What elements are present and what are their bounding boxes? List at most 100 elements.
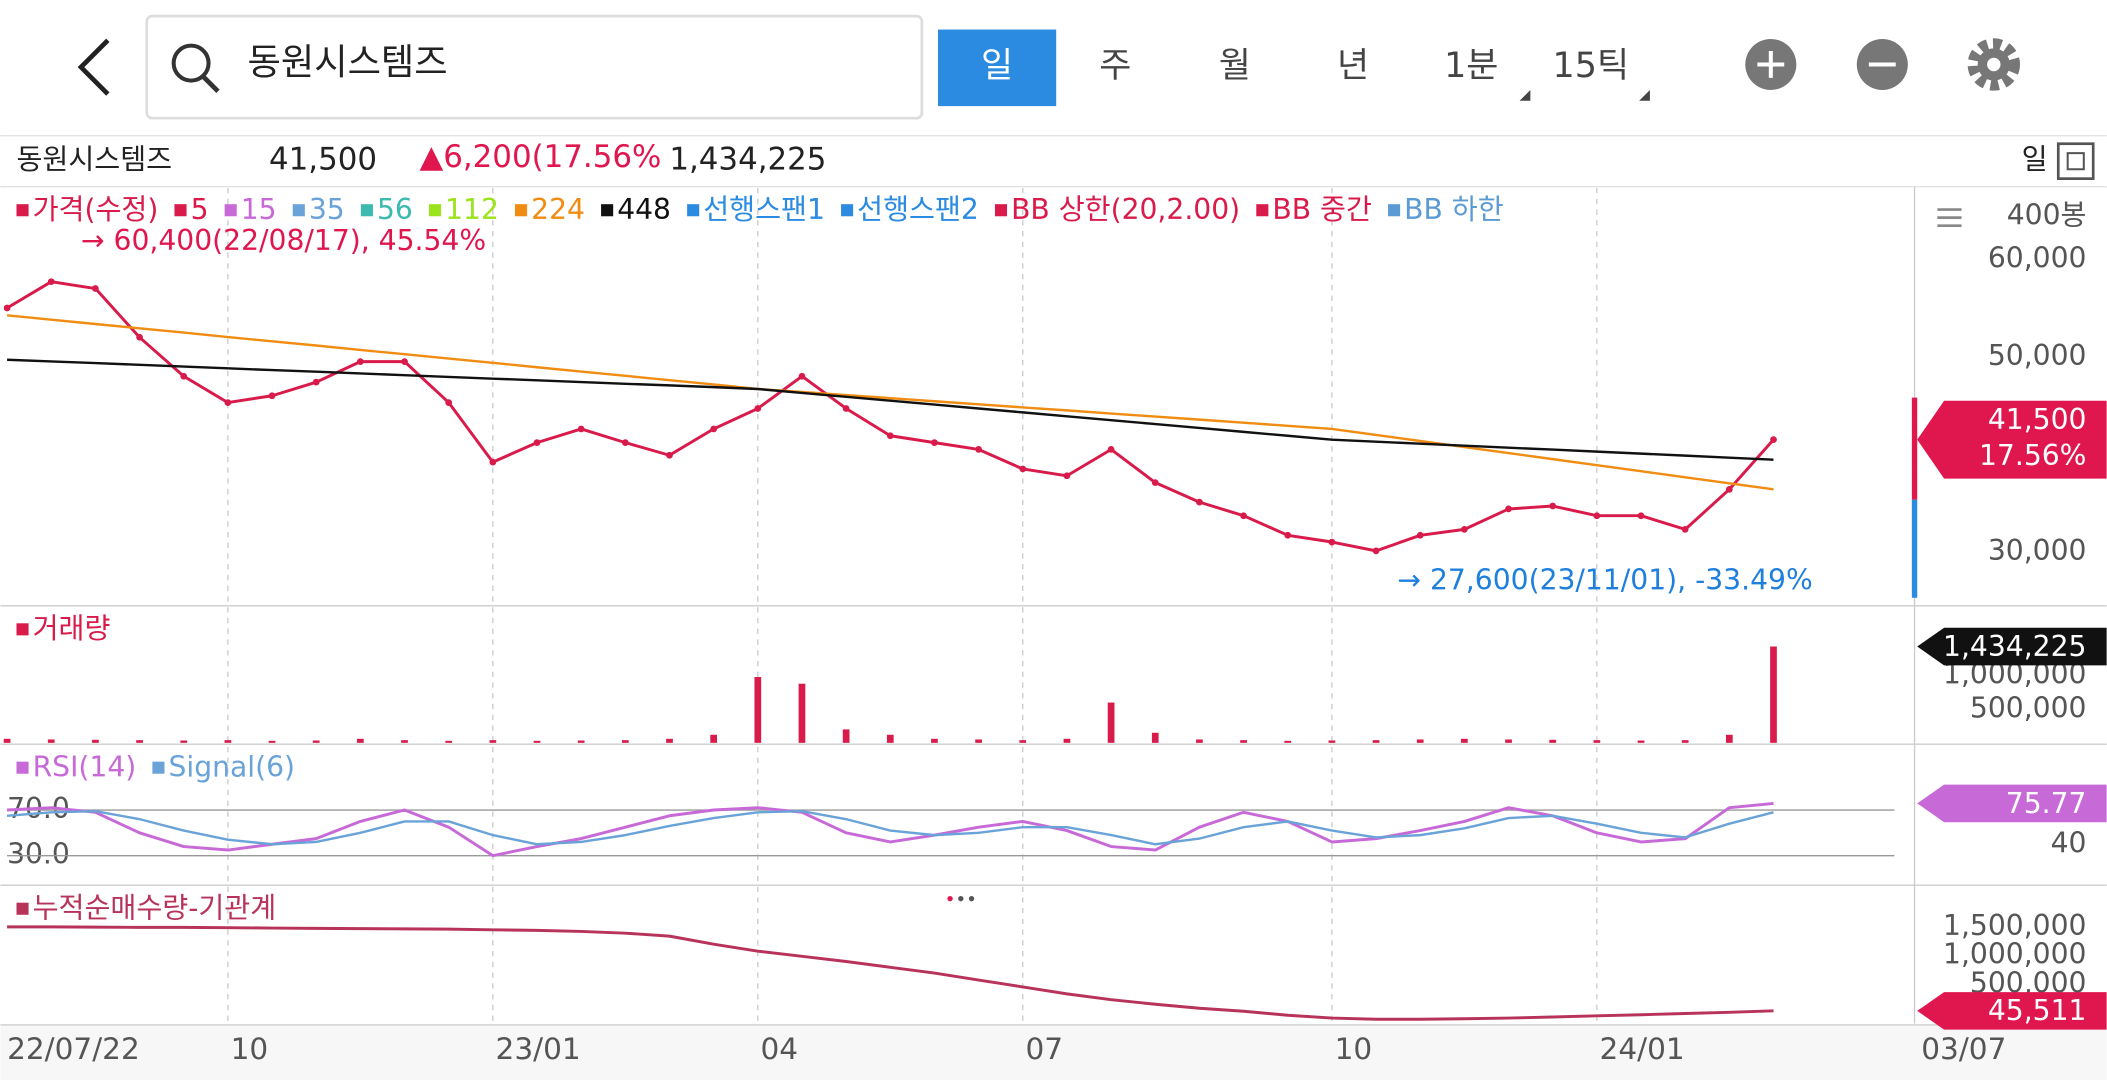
price-point (1284, 531, 1292, 539)
settings-button[interactable] (1967, 38, 2020, 91)
legend-label: BB 상한(20,2.00) (1011, 193, 1240, 226)
price-point (1372, 547, 1380, 555)
legend-swatch (224, 204, 237, 217)
period-tab[interactable]: 1분 (1444, 46, 1498, 86)
price-point (1549, 502, 1557, 510)
expand-icon (2066, 152, 2085, 171)
price-point (47, 278, 55, 286)
price-point (886, 432, 894, 440)
price-point (1196, 498, 1203, 506)
price-point (1637, 512, 1645, 520)
extreme-annotation: → 27,600(23/11/01), -33.49% (1397, 564, 1812, 597)
volume-bar (224, 740, 232, 743)
y-tick-label: 30,000 (1988, 534, 2087, 567)
volume-bar (1593, 740, 1601, 743)
x-tick-label: 24/01 (1600, 1032, 1685, 1066)
legend-swatch (428, 204, 442, 217)
period-tabs: 일 주 월 년 1분 15틱 (937, 29, 1650, 107)
rsi-badge-text: 75.77 (2006, 787, 2087, 820)
period-tab[interactable]: 월 (1219, 46, 1251, 86)
settings-icon (1987, 57, 2001, 72)
price-point (975, 446, 982, 453)
dropdown-marker (1639, 90, 1650, 101)
page-dot (968, 895, 975, 902)
rsi-badge (1917, 784, 2107, 823)
legend-swatch (841, 204, 854, 217)
volume-bar (445, 740, 453, 743)
series-line (7, 801, 1774, 858)
back-button[interactable] (77, 38, 110, 96)
volume-bar (1240, 740, 1247, 743)
legend-label: 가격(수정) (33, 193, 159, 226)
legend-label: 거래량 (33, 612, 111, 645)
search-text[interactable]: 동원시스템즈 (248, 40, 448, 83)
price-point (1063, 472, 1071, 480)
price-point (445, 399, 453, 406)
volume-bar (710, 734, 718, 743)
expand-button[interactable] (2056, 142, 2095, 181)
price-point (931, 439, 938, 446)
price-point (1725, 486, 1733, 493)
period-label: 일 (2022, 143, 2048, 176)
y-tick-label: 500,000 (1970, 691, 2087, 724)
legend-label: 112 (445, 193, 499, 226)
legend-label: 선행스팬1 (703, 193, 825, 226)
price-point (1770, 436, 1777, 444)
legend-swatch (174, 204, 187, 217)
bar-count: 400봉 (2007, 198, 2087, 231)
last-date: 03/07 (1921, 1032, 2006, 1066)
legend-swatch (16, 204, 29, 217)
price-point (1681, 526, 1689, 533)
panel-menu[interactable] (1937, 208, 1962, 228)
price-point (1328, 538, 1336, 546)
volume-bar (47, 739, 55, 743)
volume-bar (1681, 740, 1689, 743)
price-badge (1917, 400, 2107, 479)
search-icon (171, 43, 211, 83)
legend-swatch (1256, 204, 1269, 217)
series-line (6, 314, 1774, 491)
legend-label: RSI(14) (33, 750, 137, 783)
price-point (312, 378, 320, 386)
price-point (1593, 512, 1601, 520)
price-point (92, 285, 99, 292)
volume-bar (1725, 734, 1733, 743)
legend-label: 15 (241, 193, 277, 226)
volume-bar (798, 683, 806, 743)
volume-bar (92, 739, 99, 743)
dropdown-marker (1519, 90, 1531, 101)
page-dot (947, 895, 953, 902)
period-tab[interactable]: 주 (1099, 46, 1131, 86)
price-badge-text: 41,500 (1988, 403, 2087, 436)
volume-bar (357, 738, 364, 743)
legend-label: Signal(6) (168, 750, 295, 783)
period-tab[interactable]: 년 (1337, 46, 1369, 86)
volume-bar (180, 740, 188, 743)
legend-label: 56 (377, 193, 413, 226)
legend-swatch (152, 761, 165, 774)
x-tick-label: 22/07/22 (7, 1032, 140, 1066)
price-point (1151, 479, 1159, 486)
price-point (1107, 446, 1115, 453)
volume-today: 1,434,225 (669, 142, 826, 178)
period-tab[interactable]: 15틱 (1553, 46, 1630, 86)
legend-swatch (16, 623, 29, 636)
volume-bar (1284, 740, 1292, 743)
price-point (533, 439, 541, 446)
volume-bar (489, 740, 497, 743)
legend-label: 선행스팬2 (857, 193, 979, 226)
cumulative-badge (1917, 992, 2107, 1030)
y-tick-label: 50,000 (1988, 339, 2087, 372)
price-point (1240, 512, 1247, 520)
volume-bar (577, 740, 585, 743)
search-box[interactable] (145, 14, 924, 120)
legend-swatch (515, 204, 528, 217)
x-tick-label: 10 (231, 1032, 269, 1066)
volume-bar (1019, 740, 1027, 743)
volume-badge (1917, 627, 2107, 666)
y-tick-label: 1,500,000 (1943, 909, 2086, 942)
price-point (621, 439, 629, 446)
period-tab[interactable]: 일 (981, 46, 1013, 86)
legend-swatch (994, 204, 1008, 217)
